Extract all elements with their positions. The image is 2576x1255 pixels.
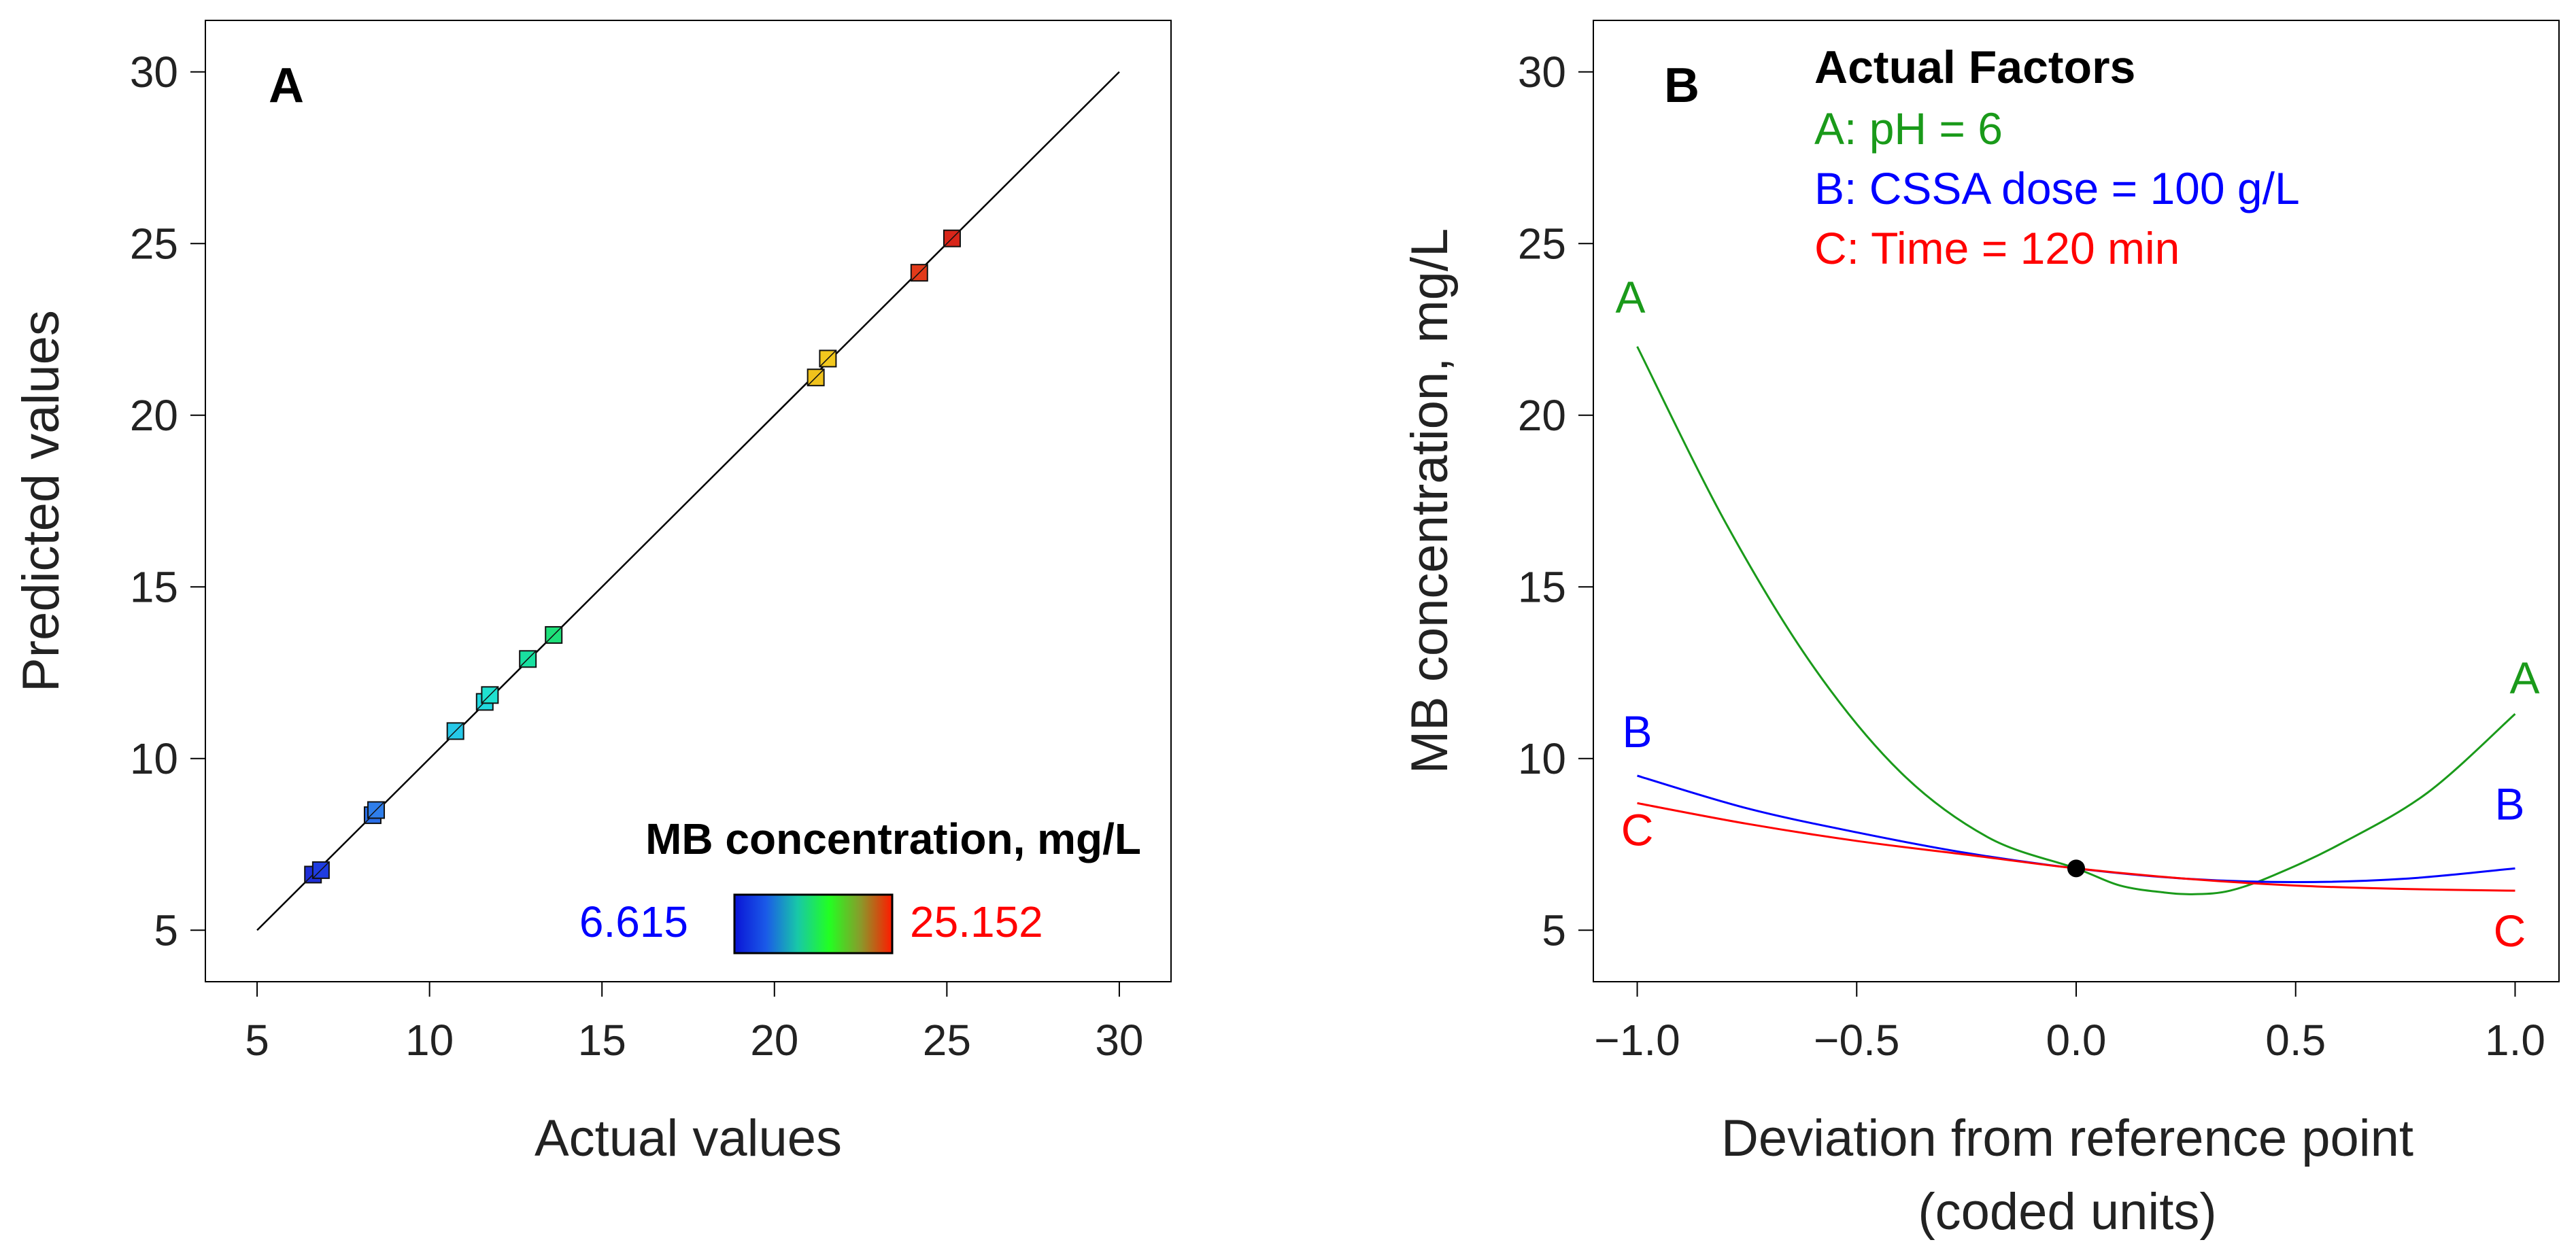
panel-a-y-tick-label: 20	[130, 391, 178, 440]
data-point-diagonal	[519, 650, 537, 668]
panel-b-y-axis: 5 10 15 20 25 30	[1518, 48, 1593, 955]
colorbar-gradient	[733, 893, 894, 955]
colorbar-max-label: 25.152	[910, 897, 1043, 946]
panel-a-y-axis: 5 10 15 20 25 30	[130, 48, 205, 955]
panel-b-letter: B	[1664, 58, 1699, 113]
panel-a-y-tick-label: 30	[130, 48, 178, 97]
data-point-diagonal	[807, 368, 825, 386]
series-label-c-left: C	[1621, 804, 1654, 855]
legend-entry-b: B: CSSA dose = 100 g/L	[1814, 163, 2300, 213]
panel-b-x-tick-label: −1.0	[1594, 1016, 1680, 1065]
series-label-c-right: C	[2494, 906, 2526, 956]
data-point-diagonal	[545, 626, 562, 644]
panel-a-y-tick-label: 5	[154, 906, 178, 955]
panel-a-x-tick-label: 30	[1095, 1016, 1143, 1065]
panel-b-x-tick-label: −0.5	[1814, 1016, 1899, 1065]
data-point-diagonal	[943, 230, 961, 247]
panel-a-points	[304, 229, 961, 884]
panel-a-letter: A	[269, 58, 304, 113]
data-point-diagonal	[367, 801, 385, 819]
panel-a-x-tick-label: 25	[923, 1016, 971, 1065]
panel-b-y-tick-label: 20	[1518, 391, 1566, 440]
panel-b-y-tick-label: 25	[1518, 219, 1566, 268]
data-point-diagonal	[447, 722, 464, 740]
panel-a-x-axis: 5 10 15 20 25 30	[245, 982, 1144, 1065]
panel-a-x-tick-label: 15	[578, 1016, 626, 1065]
panel-b-x-axis: −1.0 −0.5 0.0 0.5 1.0	[1594, 982, 2545, 1065]
panel-b-x-label-line2: (coded units)	[1918, 1183, 2216, 1241]
legend-entry-a: A: pH = 6	[1814, 103, 2003, 154]
panel-b-x-tick-label: 0.0	[2046, 1016, 2107, 1065]
colorbar-title: MB concentration, mg/L	[645, 814, 1141, 863]
panel-b-plot-frame	[1593, 20, 2560, 982]
data-point-diagonal	[481, 686, 498, 704]
series-line-a	[1636, 346, 2516, 895]
panel-a-reference-line	[256, 71, 1120, 931]
legend-title: Actual Factors	[1814, 41, 2135, 93]
data-point-diagonal	[911, 264, 928, 281]
colorbar: MB concentration, mg/L 6.615 25.152	[579, 814, 1141, 955]
series-label-a-right: A	[2509, 653, 2539, 703]
panel-b-x-tick-label: 0.5	[2265, 1016, 2326, 1065]
colorbar-min-label: 6.615	[579, 897, 688, 946]
reference-point	[2067, 859, 2085, 878]
panel-a-x-tick-label: 10	[405, 1016, 454, 1065]
data-point-diagonal	[819, 349, 836, 367]
series-label-a-left: A	[1616, 272, 1646, 322]
panel-b-y-tick-label: 5	[1542, 906, 1566, 955]
panel-b-y-label: MB concentration, mg/L	[1401, 228, 1459, 774]
panel-b-y-tick-label: 15	[1518, 562, 1566, 611]
panel-b-x-tick-label: 1.0	[2485, 1016, 2545, 1065]
panel-a-x-tick-label: 5	[245, 1016, 269, 1065]
panel-b-y-tick-label: 10	[1518, 734, 1566, 783]
legend-entry-c: C: Time = 120 min	[1814, 223, 2180, 273]
panel-b-x-label-line1: Deviation from reference point	[1721, 1110, 2413, 1167]
panel-b-y-tick-label: 30	[1518, 48, 1566, 97]
series-label-b-right: B	[2494, 778, 2524, 829]
legend: Actual Factors A: pH = 6 B: CSSA dose = …	[1814, 41, 2300, 273]
panel-a-y-tick-label: 10	[130, 734, 178, 783]
panel-a-x-tick-label: 20	[750, 1016, 798, 1065]
data-point-diagonal	[312, 861, 330, 879]
panel-a-y-tick-label: 15	[130, 562, 178, 611]
panel-a-x-label: Actual values	[535, 1110, 842, 1167]
panel-a-y-label: Predicted values	[12, 310, 70, 692]
series-label-b-left: B	[1623, 706, 1653, 757]
panel-a-y-tick-label: 25	[130, 219, 178, 268]
